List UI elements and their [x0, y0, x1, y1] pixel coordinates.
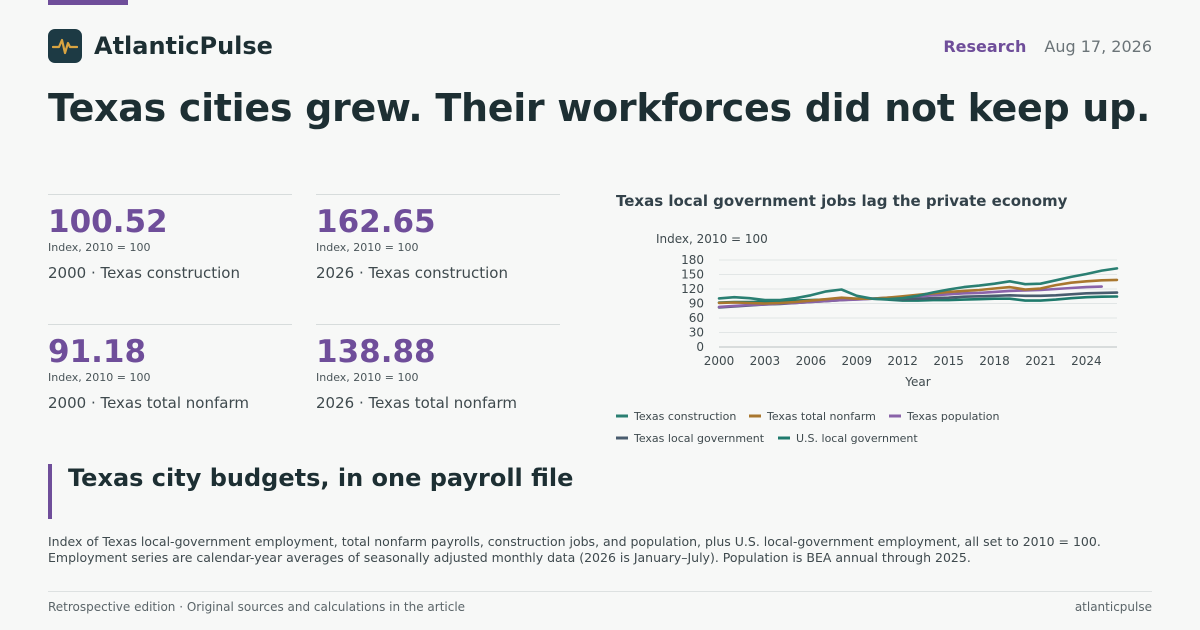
legend-label-texas-local-government: Texas local government — [633, 432, 765, 445]
headline: Texas cities grew. Their workforces did … — [48, 86, 1151, 130]
stat-value: 91.18 — [48, 334, 147, 370]
top-accent-bar — [48, 0, 128, 5]
series-line-texas-construction — [717, 267, 1119, 302]
stat-label: 2000 · Texas construction — [48, 264, 240, 282]
stat-label: 2026 · Texas construction — [316, 264, 508, 282]
y-axis-label: Index, 2010 = 100 — [656, 232, 768, 246]
stat-card: 138.88 Index, 2010 = 100 2026 · Texas to… — [316, 324, 560, 412]
chart-title: Texas local government jobs lag the priv… — [616, 192, 1068, 210]
y-tick-label: 60 — [689, 311, 704, 325]
y-tick-label: 30 — [689, 326, 704, 340]
stat-value: 162.65 — [316, 204, 436, 240]
description: Index of Texas local-government employme… — [48, 534, 1101, 565]
x-tick-label: 2006 — [796, 354, 827, 368]
stat-value: 138.88 — [316, 334, 436, 370]
stat-unit: Index, 2010 = 100 — [48, 371, 151, 384]
header-meta: Research Aug 17, 2026 — [943, 37, 1152, 56]
stat-card: 162.65 Index, 2010 = 100 2026 · Texas co… — [316, 194, 560, 282]
y-tick-label: 180 — [681, 253, 704, 267]
stat-label: 2026 · Texas total nonfarm — [316, 394, 517, 412]
x-tick-label: 2015 — [933, 354, 964, 368]
y-tick-label: 150 — [681, 268, 704, 282]
series-line-u-s-local-government — [717, 295, 1119, 304]
footer-note: Retrospective edition · Original sources… — [48, 600, 466, 614]
subhead-title: Texas city budgets, in one payroll file — [68, 464, 574, 492]
section-link[interactable]: Research — [943, 37, 1027, 56]
y-tick-label: 120 — [681, 282, 704, 296]
x-tick-label: 2024 — [1071, 354, 1102, 368]
stat-label: 2000 · Texas total nonfarm — [48, 394, 249, 412]
pulse-icon — [48, 29, 82, 63]
footer-brand[interactable]: atlanticpulse — [1074, 600, 1152, 614]
stat-value: 100.52 — [48, 204, 168, 240]
stat-card: 91.18 Index, 2010 = 100 2000 · Texas tot… — [48, 324, 292, 412]
footer-divider — [48, 591, 1152, 592]
stat-card: 100.52 Index, 2010 = 100 2000 · Texas co… — [48, 194, 292, 282]
brand-name: AtlanticPulse — [94, 32, 273, 60]
brand[interactable]: AtlanticPulse — [48, 29, 273, 63]
legend-label-texas-population: Texas population — [906, 410, 999, 423]
legend-label-texas-construction: Texas construction — [633, 410, 736, 423]
legend-label-texas-total-nonfarm: Texas total nonfarm — [766, 410, 876, 423]
x-tick-label: 2012 — [887, 354, 918, 368]
legend-label-u-s-local-government: U.S. local government — [796, 432, 918, 445]
x-axis-label: Year — [904, 375, 930, 389]
stat-unit: Index, 2010 = 100 — [316, 371, 419, 384]
publish-date: Aug 17, 2026 — [1044, 37, 1152, 56]
y-tick-label: 90 — [689, 297, 704, 311]
stat-unit: Index, 2010 = 100 — [316, 241, 419, 254]
x-tick-label: 2009 — [841, 354, 872, 368]
x-tick-label: 2018 — [979, 354, 1010, 368]
stat-unit: Index, 2010 = 100 — [48, 241, 151, 254]
section-subhead: Texas city budgets, in one payroll file — [48, 464, 573, 519]
y-tick-label: 0 — [696, 340, 704, 354]
x-tick-label: 2021 — [1025, 354, 1056, 368]
x-tick-label: 2000 — [704, 354, 735, 368]
x-tick-label: 2003 — [750, 354, 781, 368]
